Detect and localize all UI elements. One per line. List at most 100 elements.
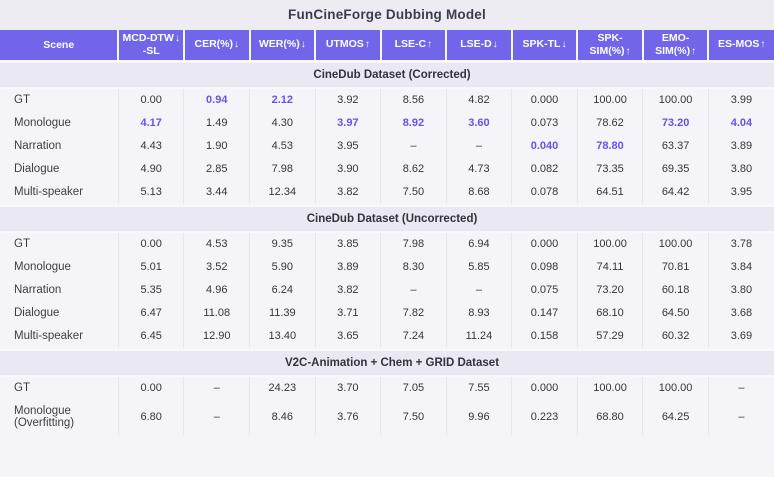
metric-direction-icon: ↓	[300, 39, 306, 51]
metric-direction-icon: ↓	[561, 39, 567, 51]
metrics-table: Scene MCD-DTW↓ -SL CER(%)↓ WER(%)↓ UTMOS↑ LSE-…	[0, 30, 774, 435]
scene-cell: Dialogue	[0, 301, 119, 325]
metric-cell: 64.50	[642, 301, 709, 325]
metric-cell: 3.89	[708, 134, 774, 158]
metric-cell: 13.40	[249, 324, 316, 350]
scene-cell: Monologue	[0, 255, 119, 279]
scene-cell: Monologue	[0, 111, 119, 135]
metric-cell: 0.078	[511, 180, 578, 206]
column-header-label: ES-MOS	[717, 38, 760, 51]
metric-direction-icon: ↑	[625, 45, 631, 57]
metric-cell: 8.62	[380, 157, 447, 181]
metric-direction-icon: ↓	[234, 39, 239, 51]
metric-cell: 4.90	[118, 157, 185, 181]
metric-cell: 7.82	[380, 301, 447, 325]
scene-cell: Narration	[0, 278, 119, 302]
column-header-label: SPK-SIM(%)	[589, 32, 625, 57]
metric-cell: 8.30	[380, 255, 447, 279]
table-row: Narration 5.35 4.96 6.24 3.82– –0.075 73.20 60.…	[0, 278, 774, 302]
metric-cell: 3.99	[708, 87, 774, 112]
metric-cell: 63.37	[642, 134, 709, 158]
metric-cell: 7.50	[380, 399, 447, 435]
column-header-label: WER(%)	[258, 38, 300, 51]
scene-cell: Monologue (Overfitting)	[0, 399, 119, 435]
metric-cell: 9.96	[446, 399, 513, 435]
metric-cell: 0.040	[511, 134, 578, 158]
metric-cell: 3.44	[183, 180, 251, 206]
metric-cell: 100.00	[642, 231, 709, 256]
column-header-wer-: WER(%)↓	[249, 30, 317, 62]
metric-cell: 3.82	[315, 180, 382, 206]
metric-cell: 6.94	[446, 231, 513, 256]
column-header-cer-: CER(%)↓	[183, 30, 251, 62]
metric-cell: 68.10	[577, 301, 644, 325]
metric-cell: 8.68	[446, 180, 513, 206]
metric-cell: 4.82	[446, 87, 513, 112]
metric-cell: 12.34	[249, 180, 316, 206]
metric-cell: 0.098	[511, 255, 578, 279]
metric-cell: –	[446, 278, 513, 302]
metric-cell: 64.42	[642, 180, 709, 206]
metric-cell: 73.35	[577, 157, 644, 181]
metric-cell: 12.90	[183, 324, 251, 350]
metric-cell: 0.223	[511, 399, 578, 435]
metric-cell: 4.96	[183, 278, 251, 302]
metric-cell: –	[708, 399, 774, 435]
metric-cell: 0.075	[511, 278, 578, 302]
scene-cell: Narration	[0, 134, 119, 158]
metric-cell: –	[183, 375, 251, 400]
scene-cell: Multi-speaker	[0, 324, 119, 350]
metric-cell: 100.00	[577, 375, 644, 400]
metric-cell: 3.82	[315, 278, 382, 302]
table-row: GT 0.00 4.53 9.35 3.85 7.98 6.94 0.000 100.00 100…	[0, 231, 774, 256]
scene-cell: Multi-speaker	[0, 180, 119, 206]
section-row: V2C-Animation + Chem + GRID Dataset	[0, 347, 774, 377]
metric-direction-icon: ↑	[364, 39, 370, 51]
column-header-scene: Scene	[0, 30, 120, 62]
metric-cell: 3.60	[446, 111, 513, 135]
metric-cell: 9.35	[249, 231, 316, 256]
metric-cell: 2.12	[249, 87, 316, 112]
metric-cell: 7.24	[380, 324, 447, 350]
column-header-spk-tl: SPK-TL↓	[511, 30, 579, 62]
metric-cell: –	[380, 278, 447, 302]
metric-cell: 3.52	[183, 255, 251, 279]
metric-cell: 7.98	[380, 231, 447, 256]
metric-cell: 3.89	[315, 255, 382, 279]
scene-cell: GT	[0, 375, 119, 400]
metric-cell: 68.80	[577, 399, 644, 435]
column-header-spk-sim-: SPK-SIM(%)↑	[577, 30, 644, 62]
metric-cell: 3.95	[315, 134, 382, 158]
metric-cell: 8.93	[446, 301, 513, 325]
metric-cell: 0.00	[118, 87, 185, 112]
section-header: CineDub Dataset (Uncorrected)	[0, 203, 774, 233]
metric-direction-icon: ↑	[691, 45, 697, 57]
metric-cell: 64.51	[577, 180, 644, 206]
table-row: Monologue (Overfitting) 6.80–8.46 3.76 7.50…	[0, 399, 774, 435]
table-header: Scene MCD-DTW↓ -SL CER(%)↓ WER(%)↓ UTMOS↑ LSE-…	[0, 30, 774, 62]
metric-cell: 100.00	[577, 87, 644, 112]
metric-cell: –	[446, 134, 513, 158]
page-title: FunCineForge Dubbing Model	[288, 7, 486, 22]
metric-cell: 0.082	[511, 157, 578, 181]
metric-direction-icon: ↑	[427, 39, 433, 51]
metric-cell: –	[380, 134, 447, 158]
metric-cell: 7.50	[380, 180, 447, 206]
column-header-label: SPK-TL	[522, 38, 561, 51]
metric-cell: 4.04	[708, 111, 774, 135]
table-row: Multi-speaker 6.45 12.90 13.40 3.65 7.24 11.24…	[0, 324, 774, 350]
column-header-label: MCD-DTW	[122, 32, 174, 44]
metric-cell: 0.000	[511, 87, 578, 112]
metric-cell: 1.90	[183, 134, 251, 158]
metric-cell: 78.80	[577, 134, 644, 158]
metric-cell: 6.45	[118, 324, 185, 350]
scene-cell: GT	[0, 231, 119, 256]
table-row: GT 0.00 0.94 2.12 3.92 8.56 4.82 0.000 100.00 100…	[0, 87, 774, 112]
metric-cell: 7.98	[249, 157, 316, 181]
metric-cell: –	[708, 375, 774, 400]
column-header-es-mos: ES-MOS↑	[708, 30, 774, 62]
metric-cell: 0.00	[118, 375, 185, 400]
metric-cell: 3.65	[315, 324, 382, 350]
table-row: GT 0.00–24.23 3.70 7.05 7.55 0.000 100.00 100.0…	[0, 375, 774, 400]
metric-cell: 7.05	[380, 375, 447, 400]
